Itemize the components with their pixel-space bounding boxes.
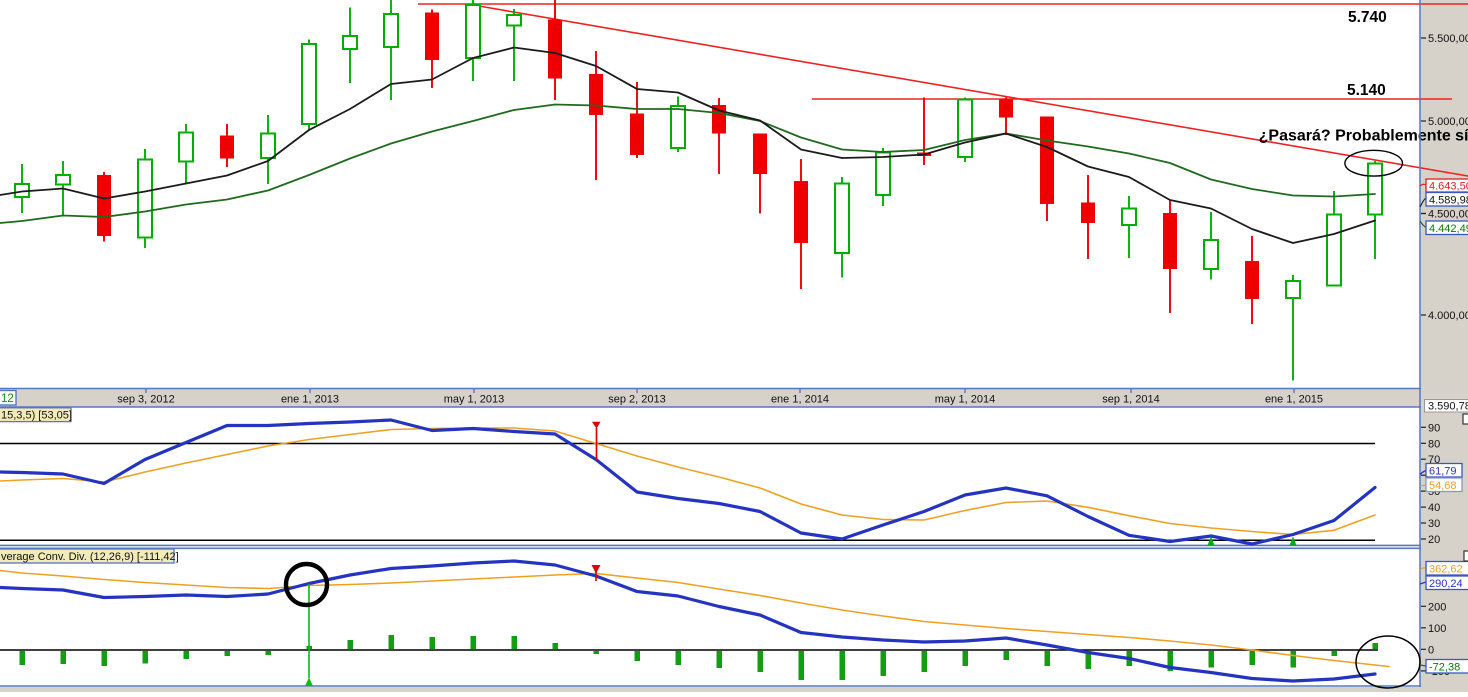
svg-text:sep 1, 2014: sep 1, 2014 [1102, 394, 1160, 406]
svg-text:362,62: 362,62 [1429, 564, 1463, 576]
svg-text:-72,38: -72,38 [1429, 662, 1460, 674]
svg-text:15,3,5) [53,05]: 15,3,5) [53,05] [1, 409, 72, 421]
svg-text:4.500,00: 4.500,00 [1428, 209, 1468, 221]
svg-text:5.740: 5.740 [1348, 9, 1387, 26]
svg-text:40: 40 [1428, 502, 1440, 514]
svg-text:verage Conv. Div. (12,26,9) [-: verage Conv. Div. (12,26,9) [-111,42] [1, 551, 179, 563]
svg-text:30: 30 [1428, 518, 1440, 530]
svg-text:200: 200 [1428, 601, 1446, 613]
svg-text:80: 80 [1428, 438, 1440, 450]
svg-text:290,24: 290,24 [1429, 578, 1463, 590]
svg-text:sep 3, 2012: sep 3, 2012 [117, 394, 175, 406]
svg-text:0: 0 [1428, 644, 1434, 656]
svg-text:sep 2, 2013: sep 2, 2013 [608, 394, 666, 406]
svg-text:61,79: 61,79 [1429, 466, 1457, 478]
svg-text:3.590,78: 3.590,78 [1428, 401, 1468, 413]
svg-text:5.000,00: 5.000,00 [1428, 116, 1468, 128]
svg-text:54,68: 54,68 [1429, 480, 1457, 492]
svg-text:ene 1, 2015: ene 1, 2015 [1265, 394, 1323, 406]
svg-text:4.589,98: 4.589,98 [1429, 195, 1468, 207]
svg-text:¿Pasará? Probablemente sí: ¿Pasará? Probablemente sí [1259, 128, 1468, 145]
svg-text:may 1, 2014: may 1, 2014 [935, 394, 996, 406]
svg-text:ene 1, 2014: ene 1, 2014 [771, 394, 829, 406]
svg-text:20: 20 [1428, 534, 1440, 546]
svg-text:4.643,50: 4.643,50 [1429, 181, 1468, 193]
svg-text:4.442,49: 4.442,49 [1429, 223, 1468, 235]
svg-text:5.140: 5.140 [1347, 82, 1386, 99]
svg-text:5.500,00: 5.500,00 [1428, 33, 1468, 45]
svg-text:ene 1, 2013: ene 1, 2013 [281, 394, 339, 406]
svg-text:100: 100 [1428, 623, 1446, 635]
svg-text:may 1, 2013: may 1, 2013 [444, 394, 505, 406]
svg-text:12: 12 [1, 393, 14, 405]
svg-text:4.000,00: 4.000,00 [1428, 310, 1468, 322]
svg-text:90: 90 [1428, 422, 1440, 434]
